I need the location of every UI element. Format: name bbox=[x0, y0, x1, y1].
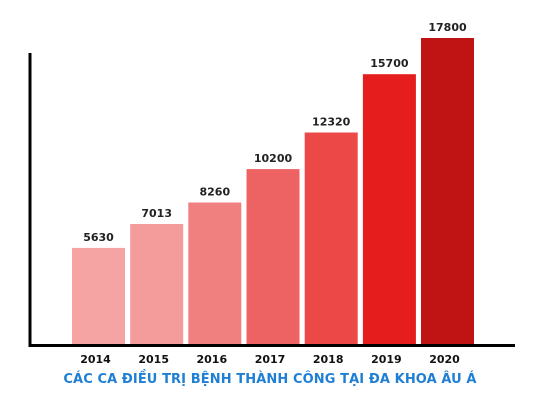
value-label-2014: 5630 bbox=[83, 231, 114, 244]
value-label-2018: 12320 bbox=[312, 116, 351, 129]
x-tick-label-2015: 2015 bbox=[138, 353, 169, 366]
bar-2017 bbox=[246, 169, 300, 345]
bars-group bbox=[72, 38, 474, 345]
value-label-2019: 15700 bbox=[370, 57, 409, 70]
value-label-2016: 8260 bbox=[199, 186, 230, 199]
value-label-2017: 10200 bbox=[254, 152, 293, 165]
x-tick-label-2016: 2016 bbox=[196, 353, 227, 366]
bar-2019 bbox=[362, 74, 416, 345]
value-labels-group: 5630 7013 8260 10200 12320 15700 17800 bbox=[83, 21, 467, 244]
bar-2016 bbox=[188, 202, 242, 345]
bar-2015 bbox=[130, 224, 184, 345]
chart-caption: CÁC CA ĐIỀU TRỊ BỆNH THÀNH CÔNG TẠI ĐA K… bbox=[63, 372, 477, 387]
x-tick-label-2019: 2019 bbox=[371, 353, 402, 366]
bar-2018 bbox=[304, 132, 358, 345]
value-label-2015: 7013 bbox=[141, 207, 172, 220]
bar-2020 bbox=[421, 38, 474, 345]
bar-2014 bbox=[72, 247, 125, 345]
x-tick-label-2014: 2014 bbox=[80, 353, 111, 366]
x-tick-label-2020: 2020 bbox=[429, 353, 460, 366]
x-tick-labels-group: 2014 2015 2016 2017 2018 2019 2020 bbox=[80, 353, 460, 366]
value-label-2020: 17800 bbox=[428, 21, 467, 34]
x-tick-label-2018: 2018 bbox=[313, 353, 344, 366]
x-tick-label-2017: 2017 bbox=[255, 353, 286, 366]
